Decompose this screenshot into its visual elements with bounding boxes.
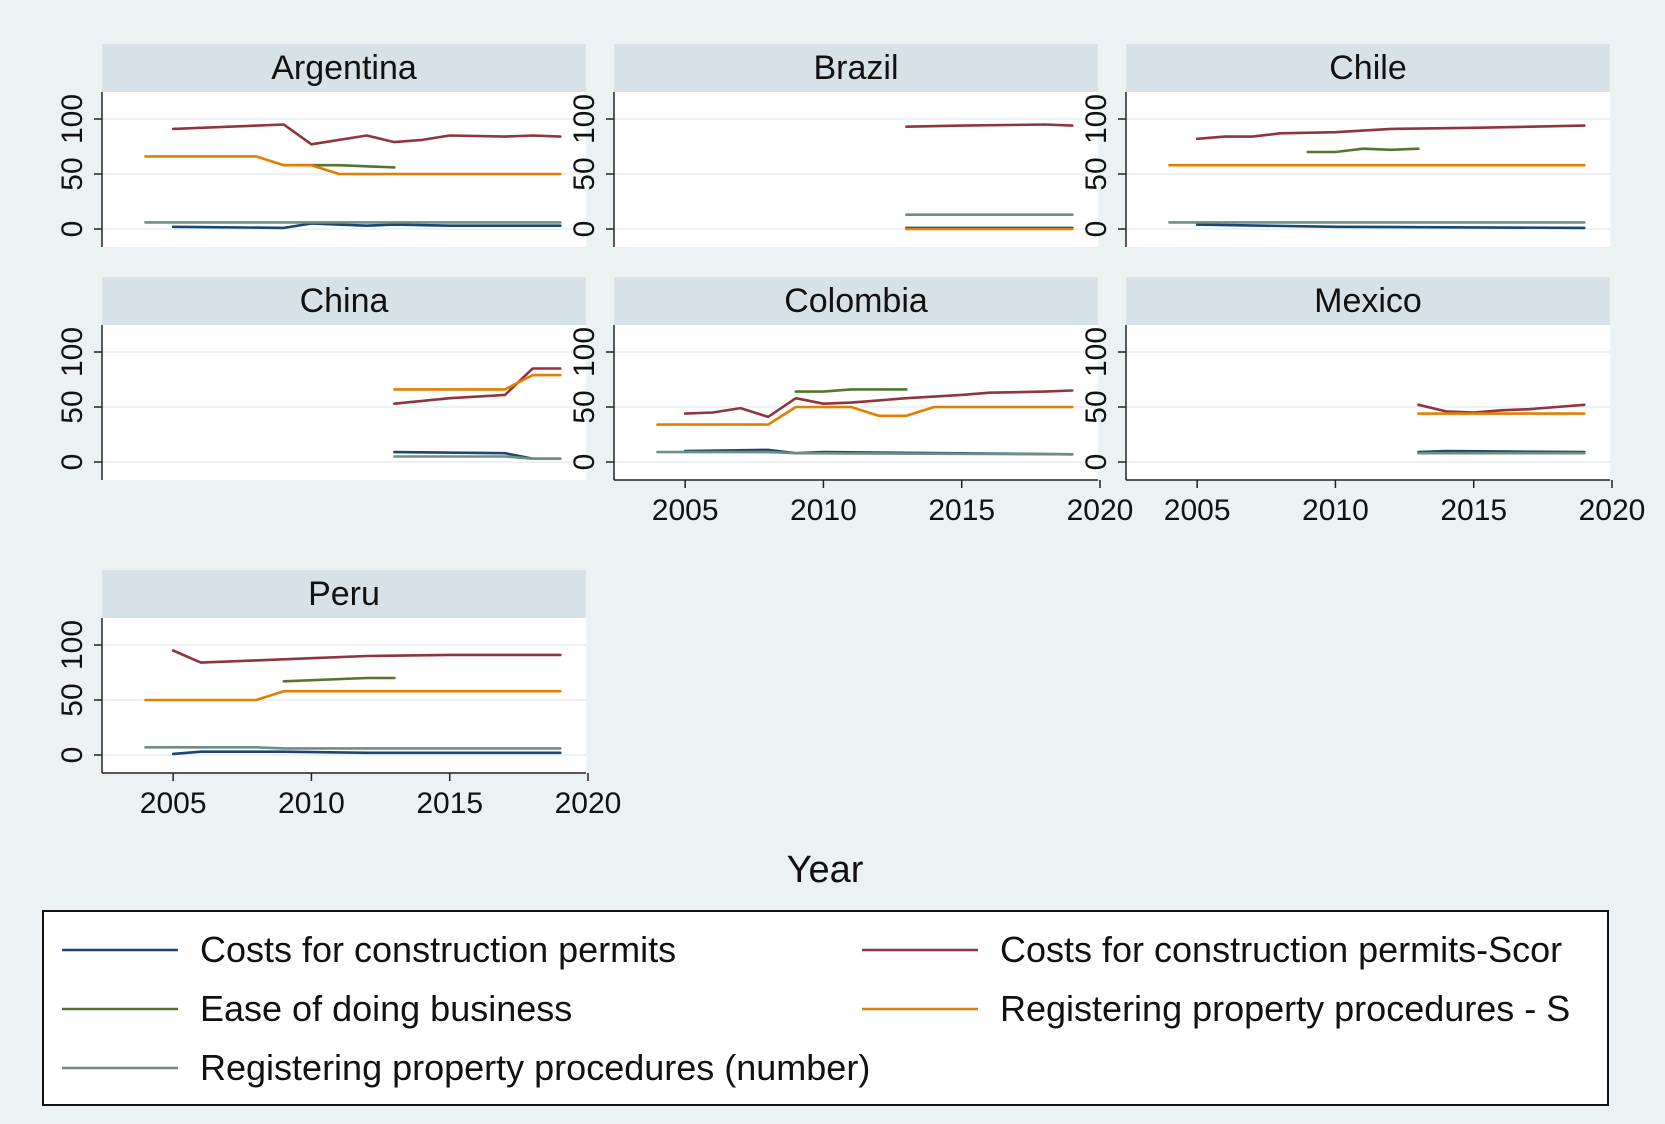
- y-tick-label-peru-50: 50: [56, 683, 89, 716]
- y-tick-label-mexico-0: 0: [1080, 454, 1113, 471]
- y-tick-label-argentina-100: 100: [56, 94, 89, 144]
- series-line-argentina-costs-for-construction-permits: [171, 222, 562, 230]
- y-tick-label-china-100: 100: [56, 327, 89, 377]
- legend-label-ease-of-doing-business: Ease of doing business: [200, 988, 572, 1029]
- y-tick-label-colombia-100: 100: [568, 327, 601, 377]
- panel-title-colombia: Colombia: [784, 282, 928, 320]
- panel-chile: Chile 0 50 100: [1080, 44, 1610, 247]
- series-line-argentina-costs-for-construction-permits-scor: [171, 123, 562, 146]
- panel-colombia: Colombia 0 50 100 2005 2010 2015 2020: [568, 277, 1133, 527]
- panel-title-mexico: Mexico: [1314, 282, 1422, 320]
- x-tick-label-colombia-2020: 2020: [1067, 494, 1134, 527]
- legend-label-registering-property-procedures-s: Registering property procedures - S: [1000, 988, 1570, 1029]
- y-tick-label-argentina-50: 50: [56, 157, 89, 190]
- legend-label-registering-property-procedures-number: Registering property procedures (number): [200, 1047, 870, 1088]
- panel-header-peru: [102, 570, 586, 618]
- legend-box: [42, 910, 1609, 1106]
- panel-china: China 0 50 100: [56, 277, 586, 480]
- panel-title-brazil: Brazil: [813, 49, 898, 87]
- y-tick-label-china-0: 0: [56, 454, 89, 471]
- panels-group: Argentina050100Brazil050100Chile050100Ch…: [56, 44, 1645, 820]
- panel-brazil: Brazil 0 50 100: [568, 44, 1098, 247]
- x-tick-label-mexico-2015: 2015: [1440, 494, 1507, 527]
- series-line-colombia-registering-property-procedures-number: [656, 450, 1074, 456]
- series-line-mexico-costs-for-construction-permits-scor: [1417, 403, 1586, 414]
- series-line-peru-registering-property-procedures-s: [144, 689, 562, 702]
- x-tick-label-peru-2020: 2020: [555, 787, 622, 820]
- series-line-chile-costs-for-construction-permits-scor: [1195, 124, 1586, 141]
- panel-peru: Peru 0 50 100 2005 2010 2015 2020: [56, 570, 621, 820]
- series-line-chile-costs-for-construction-permits: [1195, 223, 1586, 230]
- series-line-colombia-ease-of-doing-business: [794, 388, 908, 393]
- series-line-peru-costs-for-construction-permits-scor: [171, 649, 562, 664]
- y-tick-label-colombia-50: 50: [568, 390, 601, 423]
- y-tick-label-chile-50: 50: [1080, 157, 1113, 190]
- y-tick-label-peru-100: 100: [56, 620, 89, 670]
- legend-label-costs-for-construction-permits-scor: Costs for construction permits-Scor: [1000, 929, 1562, 970]
- y-tick-label-china-50: 50: [56, 390, 89, 423]
- x-tick-label-mexico-2005: 2005: [1164, 494, 1231, 527]
- x-tick-label-colombia-2005: 2005: [652, 494, 719, 527]
- y-tick-label-argentina-0: 0: [56, 221, 89, 238]
- legend-label-costs-for-construction-permits: Costs for construction permits: [200, 929, 676, 970]
- y-tick-label-brazil-50: 50: [568, 157, 601, 190]
- x-tick-label-mexico-2020: 2020: [1579, 494, 1646, 527]
- y-tick-label-mexico-100: 100: [1080, 327, 1113, 377]
- series-line-brazil-costs-for-construction-permits-scor: [905, 123, 1074, 128]
- panel-header-chile: [1126, 44, 1610, 92]
- series-line-argentina-registering-property-procedures-s: [144, 155, 562, 176]
- series-line-china-registering-property-procedures-s: [393, 373, 562, 391]
- x-tick-label-colombia-2015: 2015: [928, 494, 995, 527]
- series-line-china-costs-for-construction-permits-scor: [393, 367, 562, 406]
- panel-title-china: China: [300, 282, 389, 320]
- panel-header-china: [102, 277, 586, 325]
- y-tick-label-peru-0: 0: [56, 747, 89, 764]
- x-tick-label-peru-2010: 2010: [278, 787, 345, 820]
- series-line-mexico-costs-for-construction-permits: [1417, 449, 1586, 454]
- y-tick-label-chile-100: 100: [1080, 94, 1113, 144]
- panel-header-colombia: [614, 277, 1098, 325]
- x-tick-label-mexico-2010: 2010: [1302, 494, 1369, 527]
- series-line-chile-ease-of-doing-business: [1306, 147, 1420, 154]
- panel-title-chile: Chile: [1329, 49, 1406, 87]
- panel-title-argentina: Argentina: [271, 49, 417, 87]
- legend-entries: Costs for construction permits Costs for …: [62, 929, 1570, 1088]
- x-tick-label-peru-2005: 2005: [140, 787, 207, 820]
- series-line-peru-costs-for-construction-permits: [171, 750, 562, 756]
- series-line-colombia-costs-for-construction-permits-scor: [683, 389, 1074, 419]
- x-tick-label-colombia-2010: 2010: [790, 494, 857, 527]
- x-axis-title: Year: [787, 849, 864, 891]
- y-tick-label-chile-0: 0: [1080, 221, 1113, 238]
- y-tick-label-brazil-100: 100: [568, 94, 601, 144]
- panel-header-mexico: [1126, 277, 1610, 325]
- series-line-china-registering-property-procedures-number: [393, 455, 562, 461]
- panel-header-argentina: [102, 44, 586, 92]
- panel-argentina: Argentina 0 50 100: [56, 44, 586, 247]
- plot-area-peru: [102, 618, 586, 773]
- y-tick-label-colombia-0: 0: [568, 454, 601, 471]
- y-tick-label-mexico-50: 50: [1080, 390, 1113, 423]
- panel-header-brazil: [614, 44, 1098, 92]
- y-tick-label-brazil-0: 0: [568, 221, 601, 238]
- series-line-colombia-registering-property-procedures-s: [656, 405, 1074, 426]
- x-tick-label-peru-2015: 2015: [416, 787, 483, 820]
- series-line-peru-ease-of-doing-business: [282, 676, 396, 683]
- series-line-peru-registering-property-procedures-number: [144, 745, 562, 750]
- legend: Costs for construction permits Costs for …: [42, 910, 1609, 1106]
- plot-area-mexico: [1126, 325, 1610, 480]
- panel-mexico: Mexico 0 50 100 2005 2010 2015 2020: [1080, 277, 1645, 527]
- panel-title-peru: Peru: [308, 575, 380, 613]
- plot-area-brazil: [614, 92, 1098, 247]
